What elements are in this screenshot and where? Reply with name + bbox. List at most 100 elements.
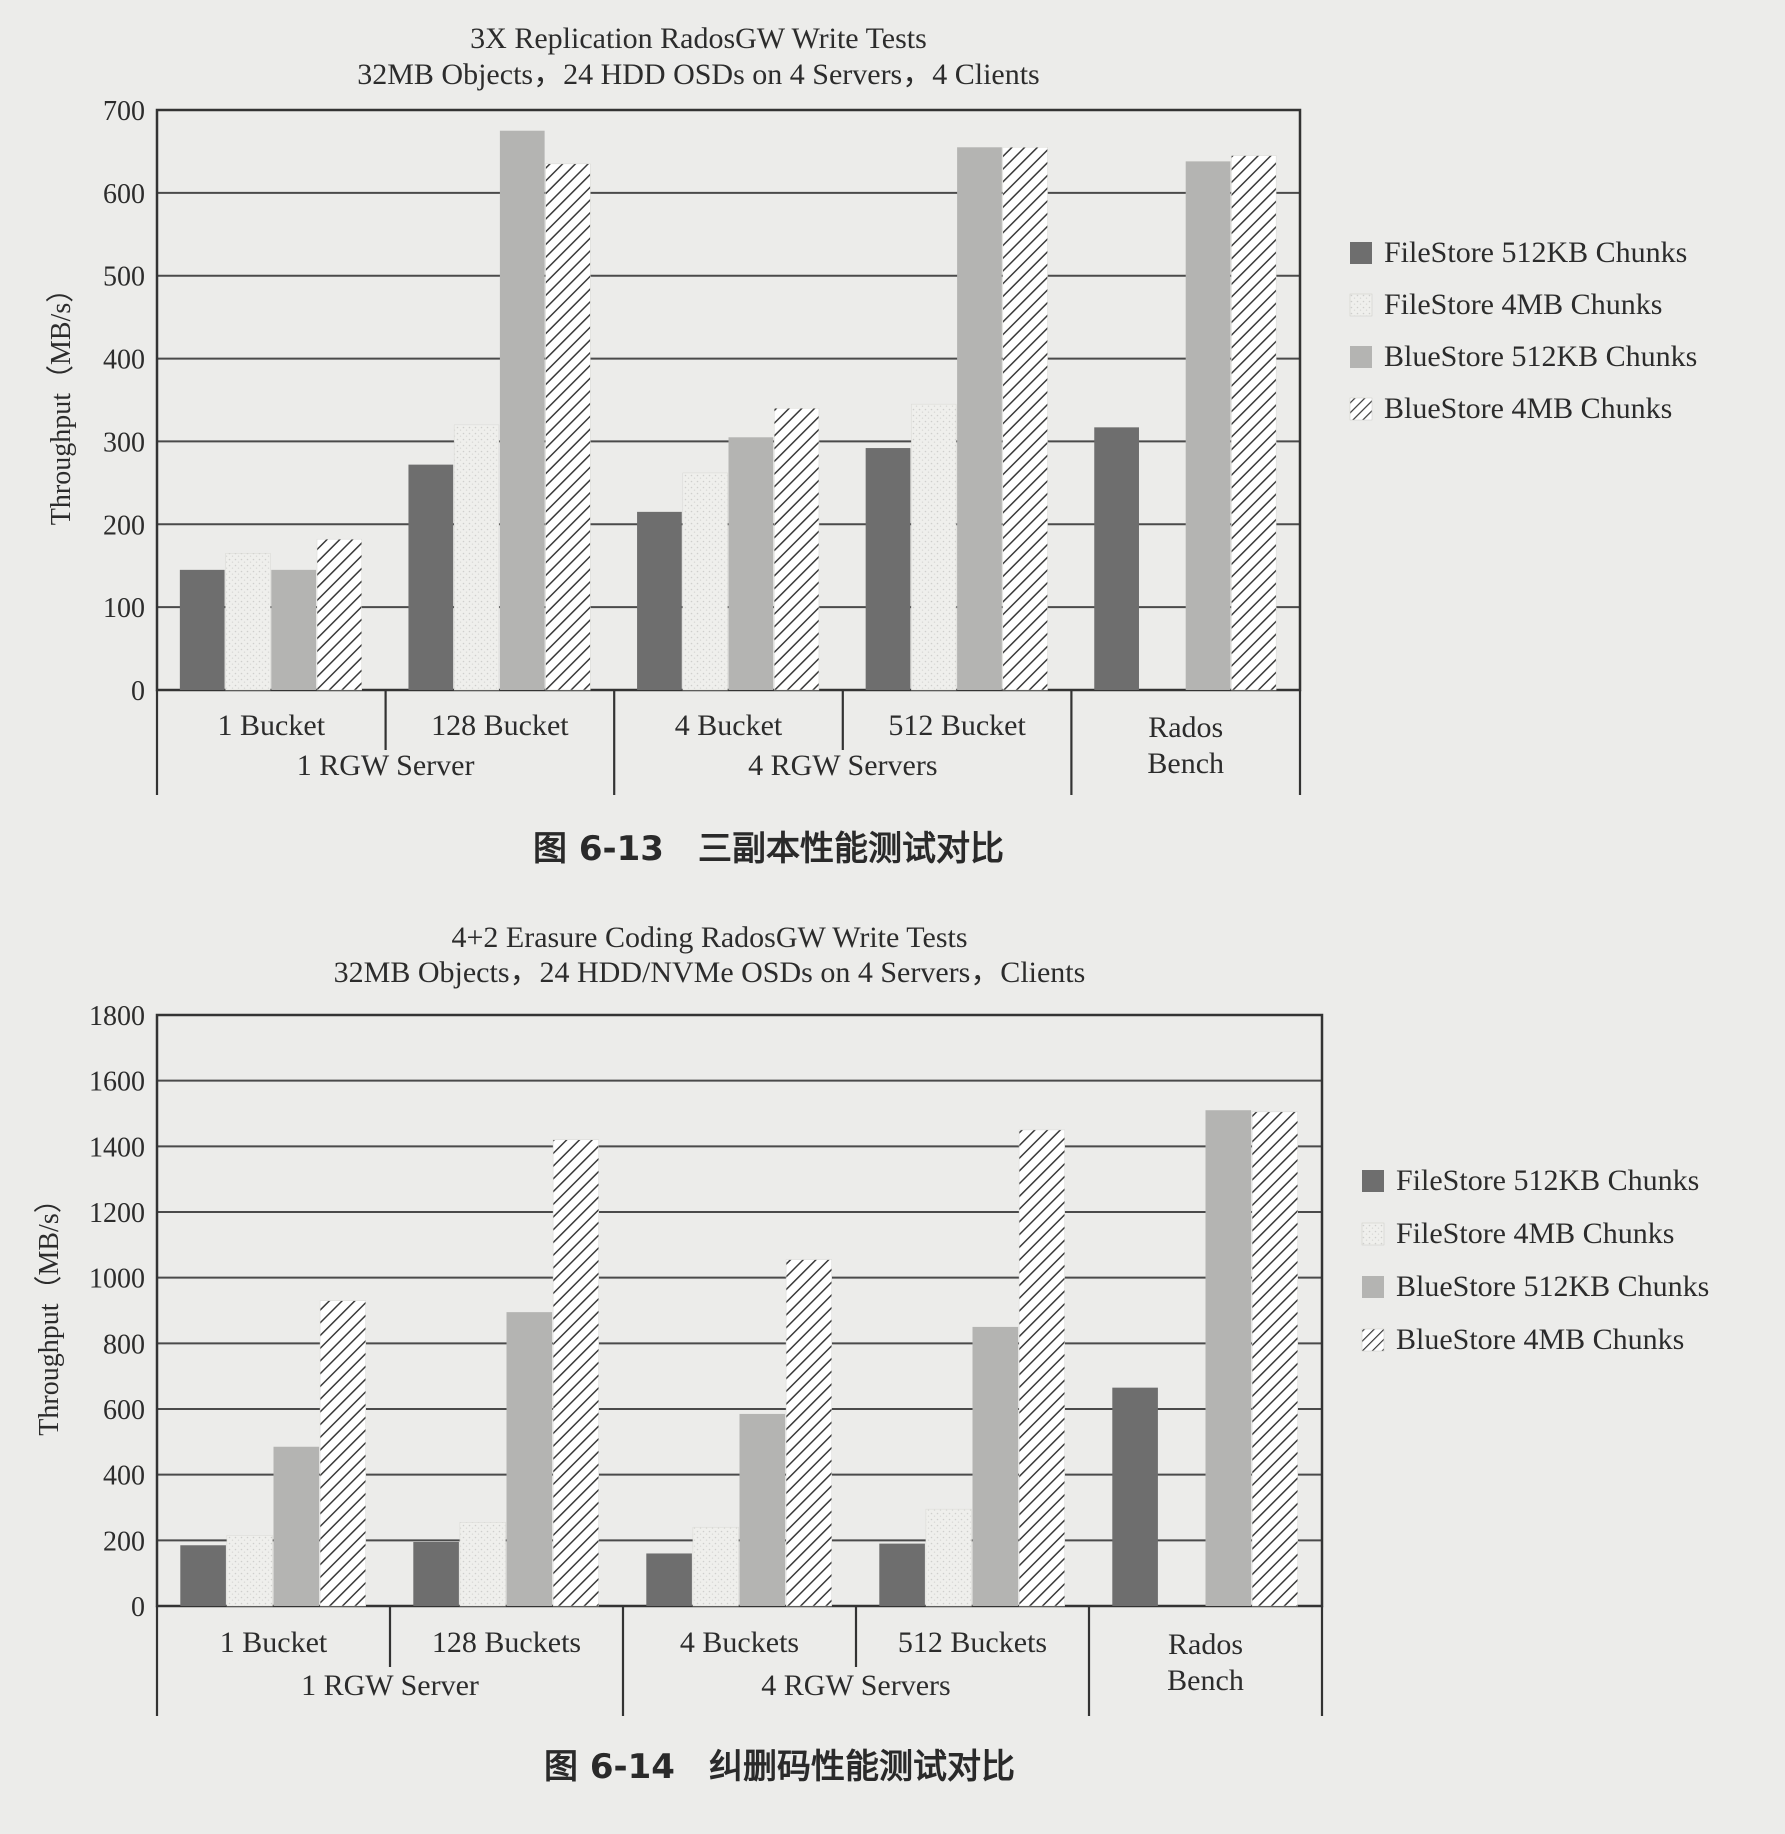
bar-bluestore-4mb-chunks-0 [319,1300,366,1607]
bar-bluestore-512kb-chunks-2 [728,437,774,690]
x-category-label: 128 Buckets [432,1626,581,1659]
bar-filestore-512kb-chunks-3 [879,1543,925,1606]
legend-swatch [1362,1170,1384,1192]
bar-bluestore-512kb-chunks-3 [957,147,1002,691]
y-axis-label: Throughput（MB/s） [45,275,77,525]
legend-entry: FileStore 512KB Chunks [1384,236,1687,269]
bar-filestore-512kb-chunks-2 [646,1553,692,1606]
legend-entry: BlueStore 512KB Chunks [1396,1270,1709,1303]
bar-filestore-4mb-chunks-2 [692,1526,739,1607]
bar-filestore-4mb-chunks-1 [453,424,500,691]
legend-swatch [1349,293,1373,317]
y-tick-label: 1200 [89,1198,145,1229]
x-category-label: 1 Bucket [218,709,326,742]
x-category-label: Bench [1167,1664,1244,1697]
x-category-label: Rados [1168,1628,1243,1661]
legend-swatch [1361,1222,1385,1246]
figure-caption: 图 6-13 三副本性能测试对比 [533,829,1004,869]
bar-filestore-512kb-chunks-1 [408,464,454,690]
legend-entry: FileStore 512KB Chunks [1396,1164,1699,1197]
x-group-label: 1 RGW Server [297,749,475,782]
x-category-label: 4 Buckets [680,1626,799,1659]
legend-entry: BlueStore 512KB Chunks [1384,340,1697,373]
bar-filestore-4mb-chunks-2 [682,472,728,691]
chart-title-line: 4+2 Erasure Coding RadosGW Write Tests [451,921,967,954]
legend-swatch [1362,1276,1384,1298]
x-category-label: Bench [1147,747,1224,780]
bar-bluestore-512kb-chunks-0 [271,569,317,690]
bar-bluestore-4mb-chunks-2 [773,408,820,691]
bar-filestore-4mb-chunks-0 [226,1535,273,1607]
y-tick-label: 600 [103,1395,145,1426]
x-category-label: Rados [1148,711,1223,744]
bar-filestore-4mb-chunks-3 [925,1508,972,1607]
y-tick-label: 200 [103,510,145,541]
x-category-label: 4 Bucket [675,709,783,742]
bar-bluestore-512kb-chunks-4 [1205,1110,1252,1606]
bar-filestore-4mb-chunks-0 [225,553,271,691]
y-tick-label: 0 [131,1592,145,1623]
legend-swatch [1361,1328,1385,1352]
bar-bluestore-4mb-chunks-4 [1231,155,1277,691]
y-tick-label: 700 [103,96,145,127]
legend-entry: FileStore 4MB Chunks [1396,1217,1674,1250]
y-tick-label: 300 [103,427,145,458]
legend-swatch [1349,397,1373,421]
bar-bluestore-4mb-chunks-3 [1018,1129,1065,1607]
bar-filestore-512kb-chunks-0 [180,1545,226,1606]
chart-2: 4+2 Erasure Coding RadosGW Write Tests32… [33,921,1709,1787]
bar-bluestore-4mb-chunks-1 [552,1139,599,1607]
bar-bluestore-512kb-chunks-2 [739,1413,786,1606]
y-axis-label: Throughput（MB/s） [33,1185,65,1435]
bar-bluestore-4mb-chunks-3 [1002,147,1048,691]
chart-title-line: 32MB Objects，24 HDD/NVMe OSDs on 4 Serve… [334,956,1086,989]
y-tick-label: 600 [103,179,145,210]
y-tick-label: 800 [103,1329,145,1360]
x-group-label: 1 RGW Server [301,1669,479,1702]
legend-swatch [1350,346,1372,368]
x-group-label: 4 RGW Servers [748,749,937,782]
legend-entry: BlueStore 4MB Chunks [1396,1323,1684,1356]
x-category-label: 128 Bucket [431,709,569,742]
chart-title-line: 32MB Objects，24 HDD OSDs on 4 Servers，4 … [357,58,1040,91]
x-category-label: 512 Buckets [898,1626,1047,1659]
x-category-label: 512 Bucket [888,709,1026,742]
legend-entry: BlueStore 4MB Chunks [1384,392,1672,425]
bar-bluestore-4mb-chunks-4 [1251,1111,1298,1607]
x-category-label: 1 Bucket [220,1626,328,1659]
bar-filestore-512kb-chunks-4 [1094,427,1139,690]
bar-bluestore-4mb-chunks-1 [545,163,591,691]
bar-bluestore-4mb-chunks-0 [316,538,362,691]
y-tick-label: 1400 [89,1132,145,1163]
bar-bluestore-512kb-chunks-1 [506,1312,553,1606]
legend-entry: FileStore 4MB Chunks [1384,288,1662,321]
bar-bluestore-512kb-chunks-0 [273,1446,320,1606]
y-tick-label: 1800 [89,1001,145,1032]
bar-filestore-512kb-chunks-3 [865,448,911,690]
bar-filestore-512kb-chunks-4 [1112,1387,1158,1606]
y-tick-label: 500 [103,262,145,293]
bar-filestore-512kb-chunks-2 [637,511,682,690]
bar-bluestore-4mb-chunks-2 [785,1259,832,1607]
bar-filestore-512kb-chunks-1 [413,1541,459,1606]
bar-bluestore-512kb-chunks-4 [1185,161,1231,690]
bar-bluestore-512kb-chunks-1 [499,130,545,690]
figure-caption: 图 6-14 纠删码性能测试对比 [544,1747,1015,1787]
y-tick-label: 400 [103,1461,145,1492]
x-group-label: 4 RGW Servers [761,1669,950,1702]
bar-filestore-4mb-chunks-3 [911,403,957,691]
legend-swatch [1350,242,1372,264]
y-tick-label: 0 [131,676,145,707]
y-tick-label: 1000 [89,1264,145,1295]
bar-filestore-512kb-chunks-0 [179,569,225,690]
bar-bluestore-512kb-chunks-3 [972,1326,1019,1606]
chart-title-line: 3X Replication RadosGW Write Tests [470,22,927,55]
bar-filestore-4mb-chunks-1 [459,1522,506,1607]
y-tick-label: 100 [103,593,145,624]
y-tick-label: 1600 [89,1067,145,1098]
y-tick-label: 200 [103,1526,145,1557]
y-tick-label: 400 [103,345,145,376]
